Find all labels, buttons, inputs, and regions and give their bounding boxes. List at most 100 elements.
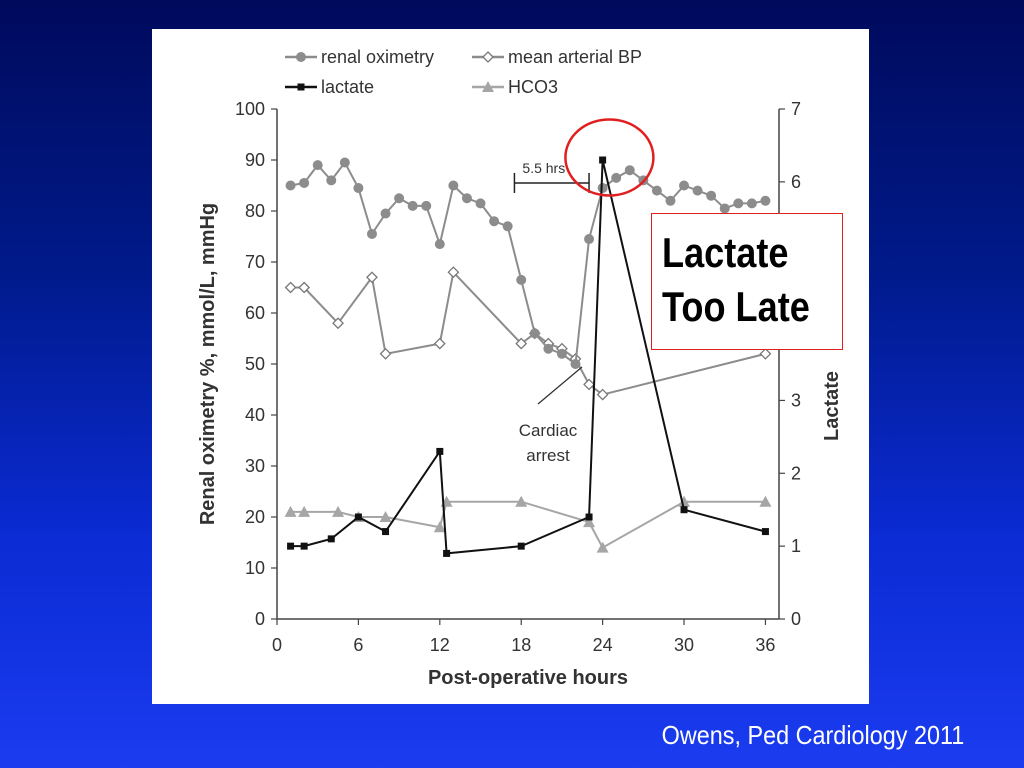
lactate-point xyxy=(354,513,362,521)
mean-arterial-bp-point xyxy=(759,347,772,360)
lactate-point xyxy=(443,549,451,557)
legend-label-renal-oximetry: renal oximetry xyxy=(321,47,434,67)
mean-arterial-bp-point xyxy=(366,271,378,284)
renal-oximetry-point xyxy=(651,185,662,196)
x-tick-label: 24 xyxy=(593,635,613,655)
lactate-line xyxy=(290,159,766,555)
hco3-point xyxy=(284,505,297,517)
hco3-point xyxy=(332,505,345,517)
y-left-tick-label: 10 xyxy=(245,558,265,578)
x-tick-label: 36 xyxy=(755,635,775,655)
renal-oximetry-point xyxy=(529,328,540,339)
line-chart: 0102030405060708090100012345670612182430… xyxy=(197,47,843,689)
y-right-tick-label: 6 xyxy=(791,172,801,192)
x-tick-label: 30 xyxy=(674,635,694,655)
legend-label-hco3: HCO3 xyxy=(508,77,558,97)
renal-oximetry-point xyxy=(394,193,405,204)
mean-arterial-bp-point xyxy=(447,266,460,279)
renal-oximetry-point xyxy=(380,208,391,219)
callout-box: Lactate Too Late xyxy=(651,213,843,350)
renal-oximetry-point xyxy=(326,175,337,186)
y-left-tick-label: 50 xyxy=(245,354,265,374)
renal-oximetry-point xyxy=(584,234,595,245)
x-tick-label: 12 xyxy=(430,635,450,655)
callout-line-1: Lactate xyxy=(662,229,789,276)
renal-oximetry-point xyxy=(461,193,472,204)
renal-oximetry-point xyxy=(434,239,445,250)
renal-oximetry-point xyxy=(733,198,744,209)
y-left-tick-label: 0 xyxy=(255,609,265,629)
legend-marker-renal-oximetry xyxy=(296,52,306,62)
lactate-point xyxy=(585,513,593,521)
x-tick-label: 0 xyxy=(272,635,282,655)
renal-oximetry-point xyxy=(543,343,554,354)
renal-oximetry-point xyxy=(339,157,350,168)
y-right-axis-label: Lactate xyxy=(821,371,843,441)
mean-arterial-bp-point xyxy=(515,337,528,350)
renal-oximetry-point xyxy=(312,160,323,171)
renal-oximetry-point xyxy=(624,165,635,176)
y-right-tick-label: 7 xyxy=(791,99,801,119)
lactate-point xyxy=(680,506,688,514)
hco3-point xyxy=(583,516,596,528)
event-label-line-1: Cardiac xyxy=(519,421,578,440)
event-pointer xyxy=(537,366,583,405)
mean-arterial-bp-point xyxy=(298,281,311,294)
y-left-tick-label: 20 xyxy=(245,507,265,527)
mean-arterial-bp-point xyxy=(284,281,297,294)
renal-oximetry-point xyxy=(556,348,567,359)
lactate-point xyxy=(599,156,607,164)
lactate-point xyxy=(287,542,295,550)
y-right-tick-label: 2 xyxy=(791,463,801,483)
renal-oximetry-point xyxy=(679,180,690,191)
y-right-tick-label: 3 xyxy=(791,390,801,410)
renal-oximetry-point xyxy=(570,359,581,369)
legend-marker-lactate xyxy=(297,83,305,91)
renal-oximetry-point xyxy=(706,190,717,201)
renal-oximetry-point xyxy=(692,185,703,196)
hco3-point xyxy=(678,495,691,507)
renal-oximetry-point xyxy=(502,221,513,232)
renal-oximetry-point xyxy=(407,200,418,211)
renal-oximetry-point xyxy=(516,274,527,285)
renal-oximetry-point xyxy=(285,180,296,191)
y-left-tick-label: 30 xyxy=(245,456,265,476)
y-right-tick-label: 0 xyxy=(791,609,801,629)
hco3-point xyxy=(596,541,609,553)
lactate-point xyxy=(327,535,335,543)
lactate-point xyxy=(436,447,444,455)
legend-label-mean-arterial-bp: mean arterial BP xyxy=(508,47,642,67)
lactate-point xyxy=(382,528,390,536)
mean-arterial-bp-point xyxy=(583,378,595,391)
y-left-tick-label: 40 xyxy=(245,405,265,425)
renal-oximetry-point xyxy=(299,177,310,188)
hco3-point xyxy=(298,505,311,517)
interval-label: 5.5 hrs xyxy=(522,160,565,176)
mean-arterial-bp-point xyxy=(596,388,609,401)
callout-line-2: Too Late xyxy=(662,283,810,330)
mean-arterial-bp-point xyxy=(433,337,446,350)
y-left-tick-label: 70 xyxy=(245,252,265,272)
highlight-circle xyxy=(564,118,655,197)
chart-panel: 0102030405060708090100012345670612182430… xyxy=(152,29,869,704)
hco3-point xyxy=(515,495,528,507)
lactate-point xyxy=(300,542,308,550)
y-left-tick-label: 80 xyxy=(245,201,265,221)
hco3-point xyxy=(759,495,772,507)
legend-marker-hco3 xyxy=(482,81,494,92)
hco3-line xyxy=(290,500,766,549)
y-left-tick-label: 60 xyxy=(245,303,265,323)
renal-oximetry-point xyxy=(611,172,622,183)
y-left-axis-label: Renal oximetry %, mmol/L, mmHg xyxy=(197,203,219,525)
y-right-tick-label: 1 xyxy=(791,536,801,556)
event-label-line-2: arrest xyxy=(526,446,570,465)
citation: Owens, Ped Cardiology 2011 xyxy=(661,720,964,750)
lactate-point xyxy=(517,542,525,550)
renal-oximetry-point xyxy=(746,198,757,209)
renal-oximetry-point xyxy=(475,198,486,209)
x-tick-label: 18 xyxy=(511,635,531,655)
x-tick-label: 6 xyxy=(353,635,363,655)
renal-oximetry-point xyxy=(353,183,364,194)
lactate-point xyxy=(761,528,769,536)
renal-oximetry-point xyxy=(665,195,676,206)
